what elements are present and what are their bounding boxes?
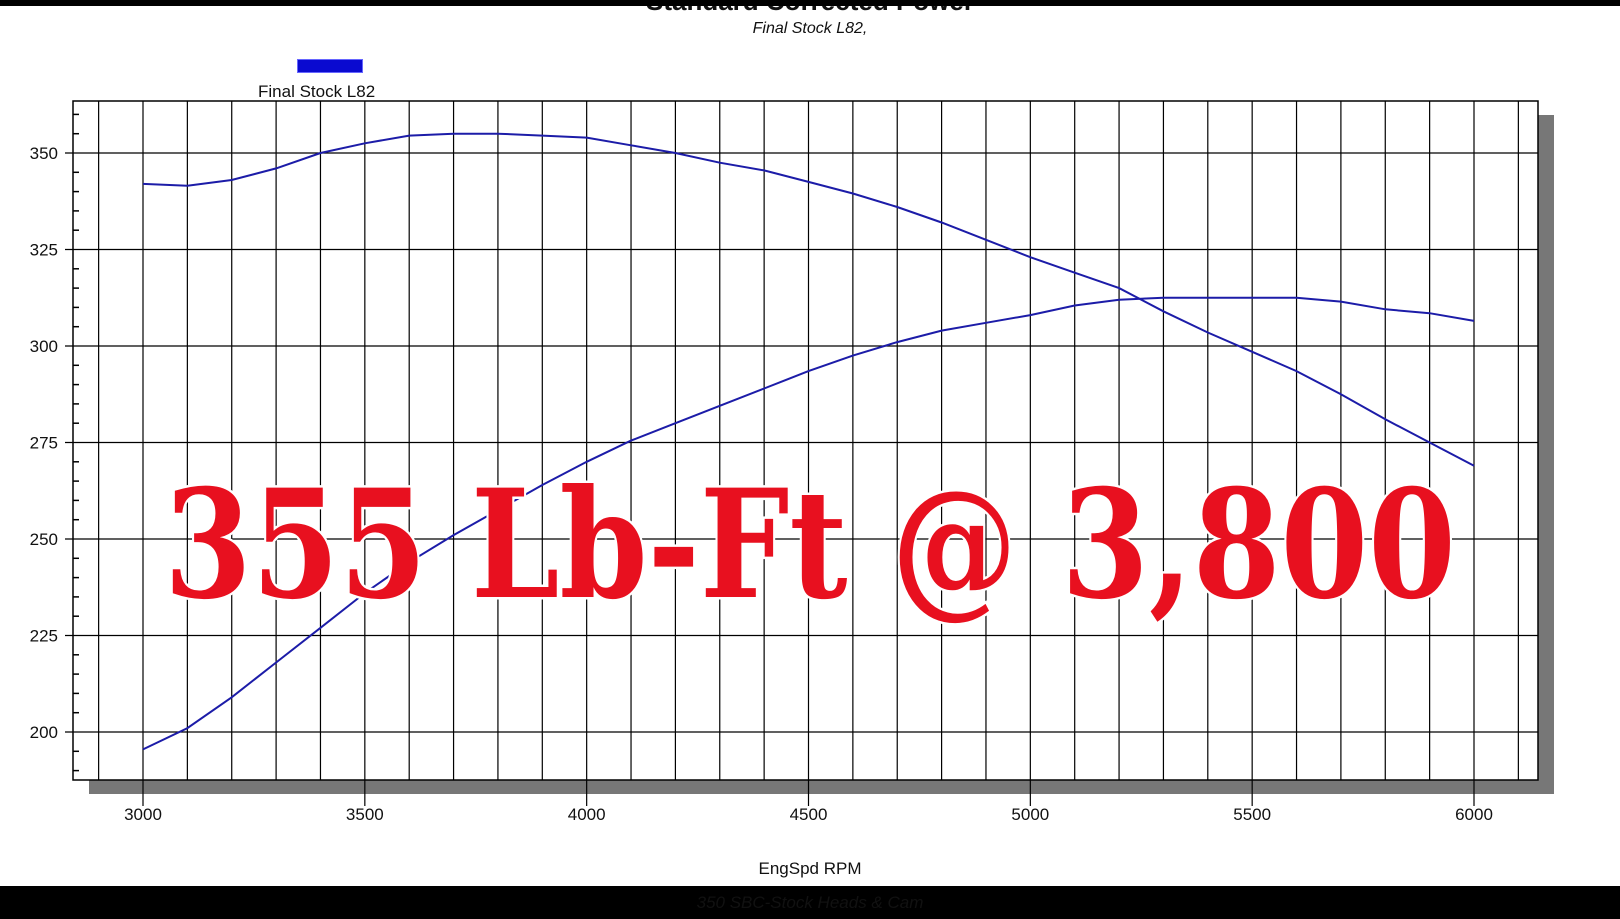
x-tick-label: 6000 xyxy=(1455,805,1493,824)
y-tick-label: 350 xyxy=(30,144,58,163)
y-tick-label: 250 xyxy=(30,530,58,549)
x-tick-label: 5500 xyxy=(1233,805,1271,824)
x-tick-label: 4000 xyxy=(568,805,606,824)
plot-frame xyxy=(72,100,1539,781)
chart-footer: 350 SBC-Stock Heads & Cam xyxy=(696,893,924,912)
x-tick-label: 4500 xyxy=(790,805,828,824)
y-tick-label: 275 xyxy=(30,434,58,453)
legend-label: Final Stock L82 xyxy=(258,82,376,101)
y-tick-label: 325 xyxy=(30,241,58,260)
series-line-2 xyxy=(142,296,1475,751)
top-border xyxy=(0,0,1620,6)
series-line-1 xyxy=(142,132,1475,467)
y-tick-label: 300 xyxy=(30,337,58,356)
x-tick-label: 3500 xyxy=(346,805,384,824)
y-tick-label: 200 xyxy=(30,723,58,742)
chart-subtitle: Final Stock L82, xyxy=(752,20,868,37)
x-tick-label: 3000 xyxy=(124,805,162,824)
x-axis-label: EngSpd RPM xyxy=(758,859,862,878)
legend-swatch xyxy=(297,59,363,73)
overlay-text: 355 Lb-Ft @ 3,800 xyxy=(162,457,1458,633)
bottom-border xyxy=(0,886,1620,919)
y-tick-label: 225 xyxy=(30,627,58,646)
x-tick-label: 5000 xyxy=(1011,805,1049,824)
overlay-container: 355 Lb-Ft @ 3,800 xyxy=(0,457,1620,633)
